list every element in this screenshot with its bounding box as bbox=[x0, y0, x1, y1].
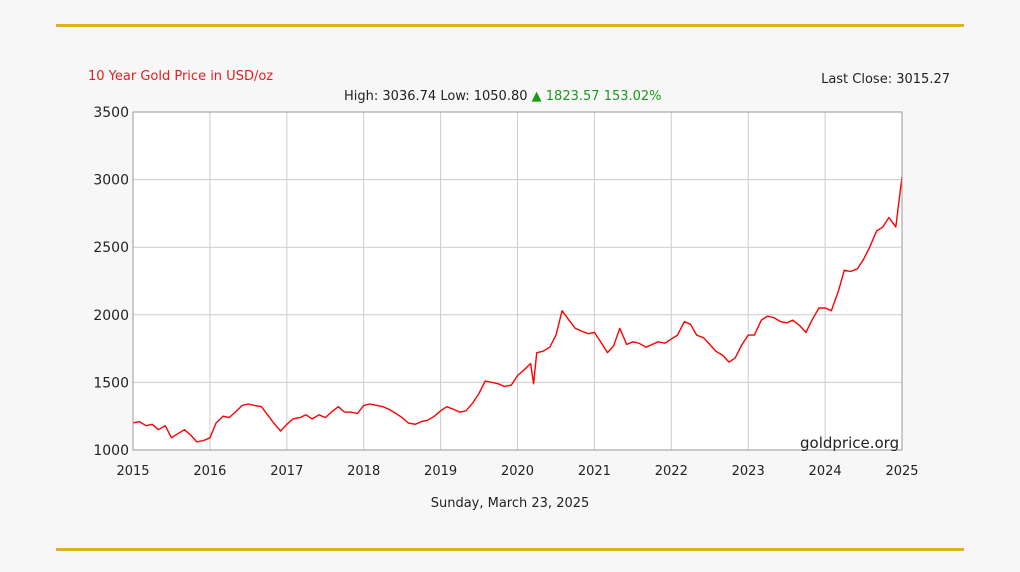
last-close: Last Close: 3015.27 bbox=[821, 72, 950, 87]
y-tick-label: 2000 bbox=[93, 308, 129, 324]
x-tick-label: 2025 bbox=[885, 464, 918, 479]
low-label: Low: bbox=[440, 89, 470, 104]
y-tick-label: 1000 bbox=[93, 443, 129, 459]
x-tick-label: 2017 bbox=[270, 464, 303, 479]
price-line bbox=[132, 176, 903, 443]
high-label: High: bbox=[344, 89, 379, 104]
y-tick-label: 2500 bbox=[93, 240, 129, 256]
date-caption: Sunday, March 23, 2025 bbox=[430, 496, 590, 511]
up-arrow-icon: ▲ bbox=[531, 89, 542, 104]
low-value: 1050.80 bbox=[473, 89, 528, 104]
change-value: 1823.57 bbox=[545, 89, 600, 104]
high-value: 3036.74 bbox=[382, 89, 437, 104]
x-tick-label: 2023 bbox=[732, 464, 765, 479]
y-tick-label: 3000 bbox=[93, 173, 129, 189]
x-tick-labels: 2015 2016 2017 2018 2019 2020 2021 2022 2023 2024… bbox=[116, 464, 918, 479]
y-tick-label: 1500 bbox=[93, 375, 129, 391]
y-tick-labels: 1000 1500 2000 2500 3000 3500 bbox=[93, 105, 129, 459]
x-tick-label: 2024 bbox=[809, 464, 842, 479]
last-close-label: Last Close: bbox=[821, 72, 893, 87]
high-low-summary: High: 3036.74 Low: 1050.80 ▲ 1823.57 153… bbox=[344, 89, 662, 104]
change-percent: 153.02% bbox=[603, 89, 662, 104]
x-tick-label: 2016 bbox=[193, 464, 226, 479]
top-rule bbox=[56, 24, 964, 27]
x-tick-label: 2020 bbox=[501, 464, 534, 479]
y-tick-label: 3500 bbox=[93, 105, 129, 121]
source-watermark: goldprice.org bbox=[800, 434, 900, 452]
chart-title: 10 Year Gold Price in USD/oz bbox=[88, 69, 274, 84]
last-close-value: 3015.27 bbox=[896, 72, 950, 87]
x-tick-label: 2015 bbox=[116, 464, 149, 479]
x-tick-label: 2019 bbox=[424, 464, 457, 479]
x-tick-label: 2022 bbox=[655, 464, 688, 479]
plot-border bbox=[132, 111, 903, 451]
bottom-rule bbox=[56, 548, 964, 551]
x-tick-label: 2018 bbox=[347, 464, 380, 479]
x-tick-label: 2021 bbox=[578, 464, 611, 479]
